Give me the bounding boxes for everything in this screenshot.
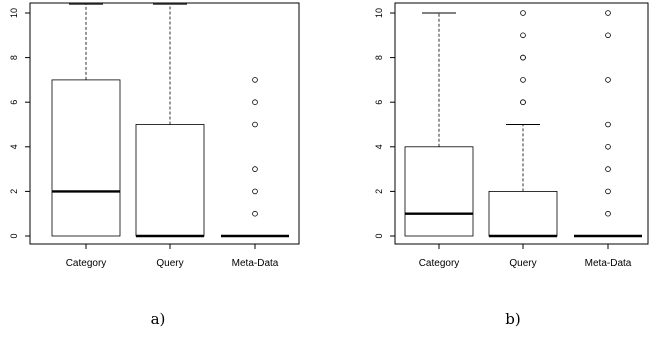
- panel-a: 0 2 4 6 8 10 Category Query Meta-Data a): [9, 2, 300, 328]
- y-tick-label: 8: [374, 55, 384, 60]
- y-tick-label: 0: [374, 233, 384, 238]
- box-category: [404, 12, 474, 237]
- category-label: Category: [66, 258, 107, 269]
- outlier-point: [605, 210, 611, 217]
- outlier-point: [252, 210, 258, 217]
- y-tick-label: 10: [374, 8, 384, 18]
- category-label: Meta-Data: [232, 258, 279, 269]
- iqr-box: [404, 146, 474, 237]
- outlier-point: [252, 99, 258, 105]
- y-tick-label: 4: [374, 144, 384, 149]
- y-tick-label: 2: [374, 189, 384, 194]
- box-query: [135, 3, 205, 238]
- outlier-point: [605, 144, 611, 150]
- y-tick-label: 6: [374, 100, 384, 105]
- outlier-point: [605, 166, 611, 172]
- panel-caption: b): [505, 310, 520, 328]
- iqr-box: [135, 124, 205, 237]
- category-label: Category: [419, 258, 460, 269]
- box-query: [488, 10, 558, 238]
- outlier-point: [605, 32, 611, 39]
- outlier-point: [252, 77, 258, 83]
- box-meta-data: [221, 77, 289, 238]
- y-tick-label: 2: [9, 189, 19, 194]
- outlier-point: [520, 32, 526, 39]
- iqr-box: [488, 190, 558, 237]
- box-meta-data: [574, 10, 642, 238]
- y-tick-label: 10: [9, 8, 19, 18]
- y-tick-label: 6: [9, 100, 19, 105]
- outlier-point: [252, 188, 258, 195]
- category-label: Meta-Data: [585, 258, 632, 269]
- panel-caption: a): [151, 310, 166, 328]
- category-label: Query: [156, 258, 183, 269]
- outlier-point: [605, 188, 611, 195]
- outlier-point: [520, 99, 526, 105]
- iqr-box: [51, 79, 121, 237]
- outlier-point: [520, 54, 526, 61]
- category-label: Query: [509, 258, 536, 269]
- plot-frame: [29, 2, 300, 245]
- panel-b: 0 2 4 6 8 10 Category Query Meta-Data b): [374, 2, 649, 328]
- plot-frame: [394, 2, 649, 245]
- outlier-point: [520, 10, 526, 16]
- outlier-point: [252, 121, 258, 128]
- outlier-point: [252, 166, 258, 172]
- y-tick-label: 4: [9, 144, 19, 149]
- outlier-point: [605, 10, 611, 16]
- outlier-point: [605, 121, 611, 128]
- y-tick-label: 8: [9, 55, 19, 60]
- outlier-point: [520, 77, 526, 83]
- y-tick-label: 0: [9, 233, 19, 238]
- outlier-point: [605, 77, 611, 83]
- box-category: [51, 3, 121, 237]
